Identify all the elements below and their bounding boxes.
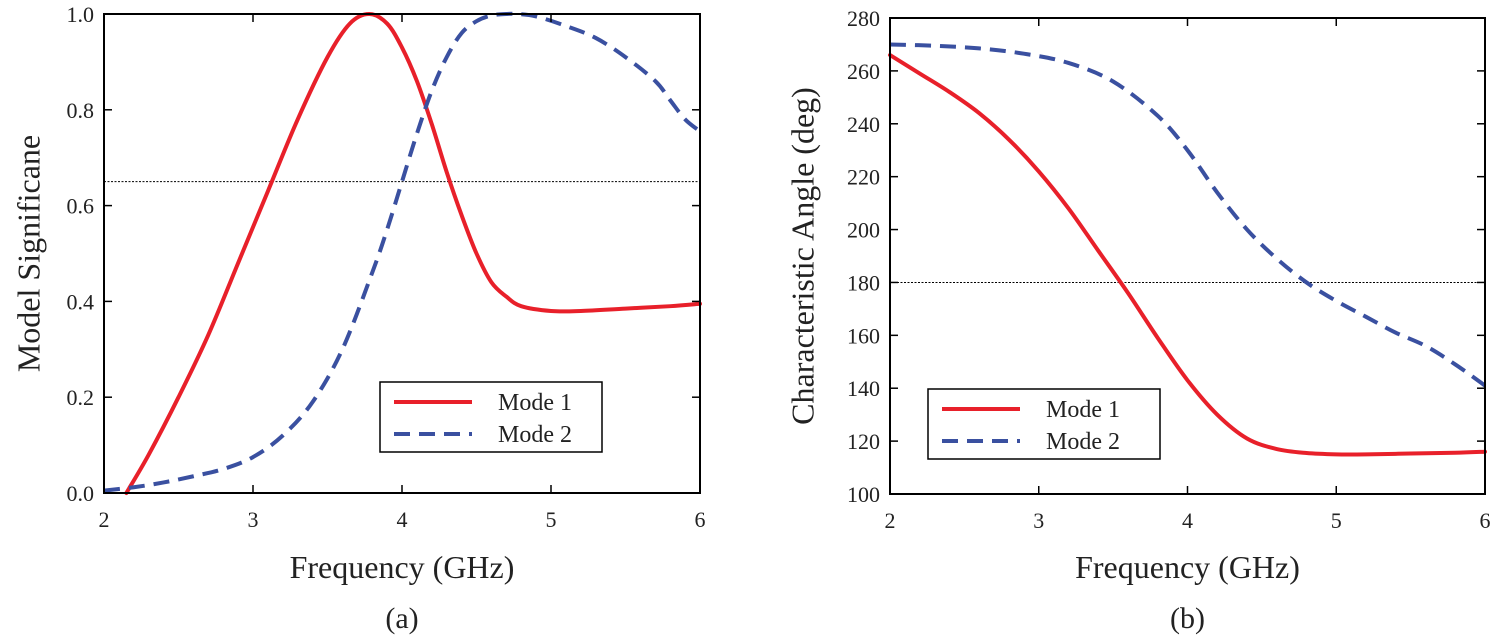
x-tick-label: 4 bbox=[1182, 508, 1193, 533]
y-tick-label: 0.4 bbox=[67, 289, 95, 314]
y-tick-label: 0.0 bbox=[67, 481, 95, 506]
y-axis-title: Characteristic Angle (deg) bbox=[784, 87, 820, 425]
series-line-mode-1 bbox=[124, 12, 702, 495]
legend-label-mode-1: Mode 1 bbox=[1046, 397, 1120, 423]
panel-label: (a) bbox=[385, 602, 418, 635]
y-tick-label: 240 bbox=[847, 112, 880, 137]
legend: Mode 1 Mode 2 bbox=[927, 388, 1161, 460]
panel-label: (b) bbox=[1170, 602, 1205, 635]
y-tick-label: 120 bbox=[847, 429, 880, 454]
legend: Mode 1 Mode 2 bbox=[379, 381, 603, 453]
y-tick-label: 1.0 bbox=[67, 2, 95, 27]
x-tick-label: 2 bbox=[885, 508, 896, 533]
y-tick-label: 0.6 bbox=[67, 194, 95, 219]
series-line-mode-2 bbox=[889, 42, 1487, 388]
y-tick-label: 100 bbox=[847, 482, 880, 507]
legend-box bbox=[927, 388, 1161, 460]
y-tick-label: 0.8 bbox=[67, 98, 95, 123]
x-axis-title: Frequency (GHz) bbox=[290, 549, 515, 585]
legend-box bbox=[379, 381, 603, 453]
y-tick-label: 160 bbox=[847, 323, 880, 348]
x-tick-label: 6 bbox=[695, 507, 706, 532]
legend-label-mode-1: Mode 1 bbox=[498, 390, 572, 416]
x-tick-label: 4 bbox=[397, 507, 408, 532]
x-tick-label: 2 bbox=[99, 507, 110, 532]
y-tick-label: 200 bbox=[847, 218, 880, 243]
x-tick-label: 5 bbox=[546, 507, 557, 532]
y-tick-label: 220 bbox=[847, 165, 880, 190]
series-line-mode-2 bbox=[103, 11, 702, 493]
y-tick-label: 0.2 bbox=[67, 385, 95, 410]
x-axis-title: Frequency (GHz) bbox=[1075, 549, 1300, 585]
y-tick-label: 280 bbox=[847, 6, 880, 31]
y-tick-label: 260 bbox=[847, 59, 880, 84]
panel-b: 2 3 4 5 6 100 120 140 160 180 200 220 240 260 280 Freq… bbox=[784, 6, 1490, 635]
x-tick-label: 3 bbox=[248, 507, 259, 532]
y-tick-label: 140 bbox=[847, 376, 880, 401]
legend-label-mode-2: Mode 2 bbox=[498, 422, 572, 448]
legend-label-mode-2: Mode 2 bbox=[1046, 429, 1120, 455]
x-tick-label: 6 bbox=[1480, 508, 1491, 533]
x-tick-label: 5 bbox=[1331, 508, 1342, 533]
y-axis-title: Model Significane bbox=[10, 135, 46, 372]
series-line-mode-1 bbox=[888, 53, 1487, 457]
y-tick-label: 180 bbox=[847, 270, 880, 295]
x-tick-label: 3 bbox=[1033, 508, 1044, 533]
panel-a: 2 3 4 5 60.00.20.40.60.81.0 Frequency (GHz) … bbox=[10, 2, 705, 635]
